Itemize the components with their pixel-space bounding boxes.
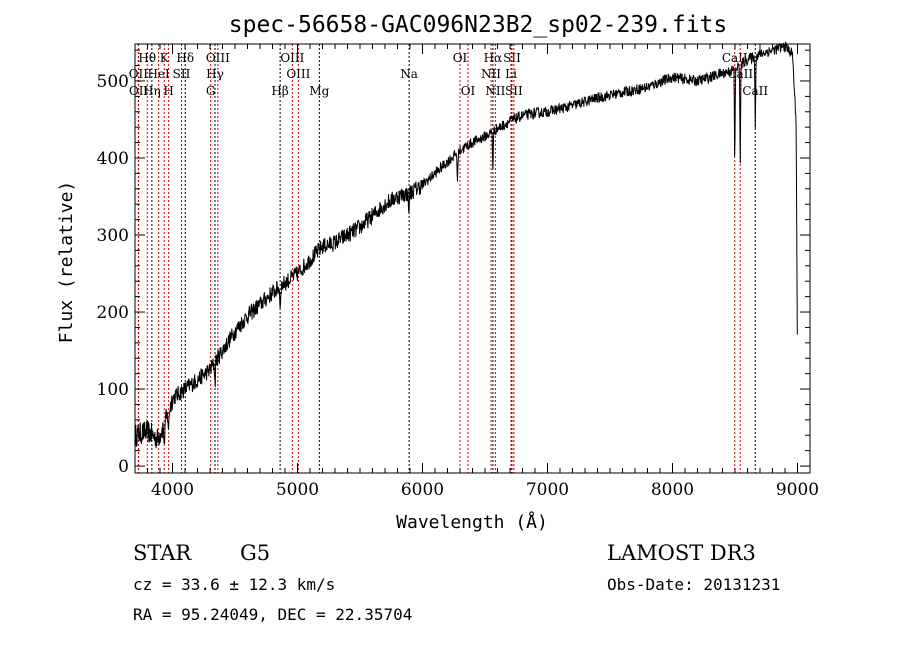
- x-axis-label: Wavelength (Å): [396, 511, 548, 533]
- plot-frame: [134, 43, 811, 474]
- line-label: OIII: [280, 51, 304, 65]
- line-label: Hδ: [176, 51, 194, 65]
- line-label: HeI: [147, 67, 170, 81]
- x-tick-label: 5000: [276, 480, 319, 500]
- spectrum-series: [134, 41, 798, 449]
- line-label: K: [160, 51, 170, 65]
- y-tick-label: 500: [97, 72, 129, 92]
- line-label: Mg: [309, 84, 329, 98]
- line-label: SII: [505, 84, 523, 98]
- line-label: Li: [505, 67, 517, 81]
- chart-title: spec-56658-GAC096N23B2_sp02-239.fits: [229, 12, 728, 38]
- line-label: OI: [453, 51, 468, 65]
- x-tick-label: 6000: [401, 480, 444, 500]
- line-label: Hθ: [138, 51, 156, 65]
- line-label: NII: [481, 67, 501, 81]
- x-tick-label: 8000: [651, 480, 694, 500]
- object-subclass: G5: [240, 541, 270, 565]
- observation-date: Obs-Date: 20131231: [607, 575, 780, 594]
- line-label: SII: [503, 51, 521, 65]
- line-label: OI: [461, 84, 476, 98]
- line-label: Hα: [484, 51, 503, 65]
- redshift-cz: cz = 33.6 ± 12.3 km/s: [133, 575, 335, 594]
- spectrum-line: [134, 41, 798, 449]
- x-tick-label: 4000: [151, 480, 194, 500]
- y-axis-label: Flux (relative): [56, 181, 77, 344]
- y-tick-label: 400: [97, 149, 129, 169]
- line-label: OIII: [206, 51, 230, 65]
- line-label: SII: [173, 67, 191, 81]
- x-tick-label: 9000: [776, 480, 819, 500]
- line-label: Hγ: [206, 67, 224, 81]
- y-tick-label: 300: [97, 226, 129, 246]
- line-label: CaII: [722, 51, 748, 65]
- line-label: Hη: [143, 84, 161, 98]
- y-tick-label: 200: [97, 303, 129, 323]
- object-class: STAR: [133, 541, 192, 565]
- line-label: NII: [485, 84, 505, 98]
- line-label: Hβ: [271, 84, 288, 98]
- axis-ticks: 4000 5000 6000 7000 8000 9000 0 100 200 300 400 500: [97, 44, 819, 500]
- line-label: OIII: [286, 67, 310, 81]
- y-tick-label: 0: [118, 457, 129, 477]
- line-label: H: [163, 84, 173, 98]
- line-label: Na: [400, 67, 418, 81]
- y-tick-label: 100: [97, 380, 129, 400]
- line-label: OII: [129, 84, 149, 98]
- coordinates: RA = 95.24049, DEC = 22.35704: [133, 605, 412, 624]
- x-tick-label: 7000: [526, 480, 569, 500]
- survey-name: LAMOST DR3: [607, 541, 756, 565]
- line-label: G: [206, 84, 216, 98]
